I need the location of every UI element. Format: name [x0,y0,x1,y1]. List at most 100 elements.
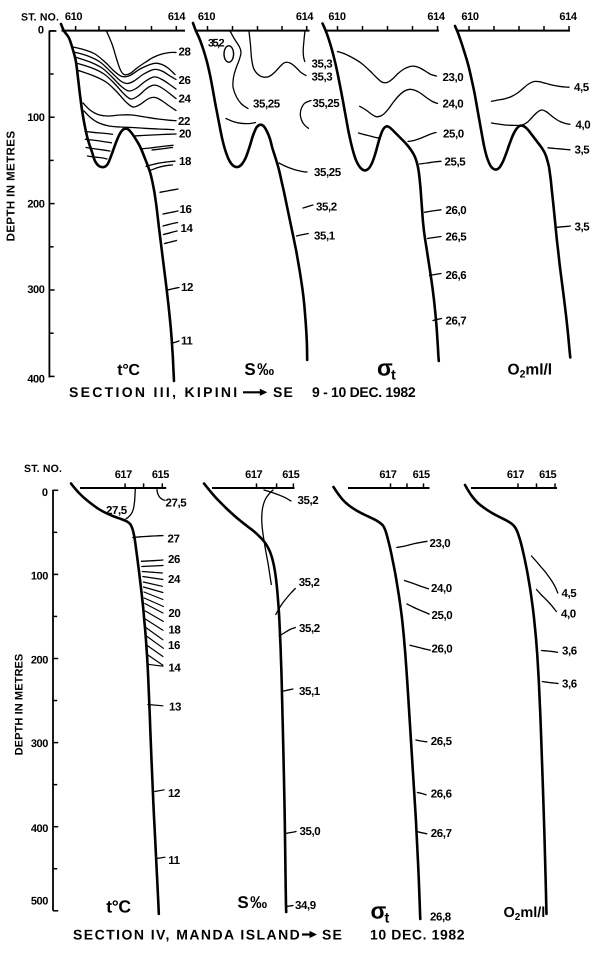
svg-text:DEPTH IN METRES: DEPTH IN METRES [13,654,25,756]
svg-text:26,5: 26,5 [431,736,453,748]
svg-text:610: 610 [328,11,345,23]
svg-text:25,0: 25,0 [432,610,453,622]
svg-text:200: 200 [31,654,48,666]
svg-text:S‰: S‰ [237,893,268,912]
svg-text:615: 615 [413,469,430,481]
svg-text:3,6: 3,6 [562,645,577,657]
svg-text:24,0: 24,0 [431,583,452,595]
svg-text:26,7: 26,7 [446,316,467,328]
svg-text:100: 100 [27,112,44,124]
svg-text:34,9: 34,9 [295,900,316,912]
svg-text:35,3: 35,3 [312,72,333,84]
svg-text:615: 615 [282,469,299,481]
svg-text:11: 11 [181,336,193,348]
svg-text:t: t [391,368,396,384]
svg-text:t°C: t°C [106,897,131,917]
svg-text:400: 400 [27,374,44,386]
svg-text:27,5: 27,5 [166,498,188,510]
svg-text:617: 617 [245,469,262,481]
svg-text:35,2: 35,2 [316,201,337,213]
svg-text:SECTION III, KIPINI: SECTION III, KIPINI [69,384,240,400]
svg-text:4,5: 4,5 [574,82,590,94]
svg-text:3,6: 3,6 [562,679,577,691]
svg-text:26,0: 26,0 [432,644,453,656]
svg-text:0: 0 [42,487,48,499]
svg-text:26: 26 [179,75,191,87]
svg-text:500: 500 [31,895,48,907]
svg-text:18: 18 [168,624,181,636]
svg-text:DEPTH IN METRES: DEPTH IN METRES [6,131,18,242]
svg-text:25,5: 25,5 [445,157,467,169]
svg-text:35,2: 35,2 [299,577,320,589]
svg-text:614: 614 [296,11,314,23]
svg-text:35,3: 35,3 [312,59,333,71]
svg-text:35,2: 35,2 [208,38,224,50]
svg-text:35,25: 35,25 [313,98,341,110]
svg-text:26,8: 26,8 [430,911,452,923]
svg-text:617: 617 [379,469,396,481]
svg-text:26: 26 [168,554,180,566]
svg-text:614: 614 [559,11,577,23]
svg-text:26,6: 26,6 [446,270,467,282]
svg-text:200: 200 [27,198,44,210]
svg-text:24,0: 24,0 [443,99,464,111]
svg-text:20: 20 [179,128,191,140]
svg-text:16: 16 [168,640,180,652]
svg-text:3,5: 3,5 [575,145,591,157]
svg-text:t°C: t°C [117,362,140,379]
svg-text:22: 22 [178,116,190,128]
svg-text:24: 24 [168,574,181,586]
svg-text:27: 27 [168,533,180,545]
svg-text:ST. NO.: ST. NO. [21,12,59,24]
svg-text:ST. NO.: ST. NO. [24,463,62,475]
svg-text:10 DEC. 1982: 10 DEC. 1982 [370,927,465,943]
svg-text:σ: σ [377,355,393,381]
svg-text:614: 614 [427,11,445,23]
svg-text:4,5: 4,5 [562,588,578,600]
svg-text:35,1: 35,1 [299,686,321,698]
svg-text:26,5: 26,5 [446,232,468,244]
svg-text:35,25: 35,25 [253,99,281,111]
svg-text:O2ml/l: O2ml/l [508,362,553,381]
svg-text:610: 610 [198,11,215,23]
svg-text:18: 18 [179,156,192,168]
svg-text:100: 100 [31,570,48,582]
svg-text:300: 300 [31,738,48,750]
svg-text:20: 20 [168,608,180,620]
svg-text:26,6: 26,6 [431,789,452,801]
svg-text:SE: SE [322,927,343,943]
svg-text:35,2: 35,2 [298,495,319,507]
svg-text:617: 617 [115,469,132,481]
svg-text:614: 614 [168,11,186,23]
svg-text:35,2: 35,2 [299,623,320,635]
svg-text:16: 16 [180,204,192,216]
svg-text:9 - 10 DEC. 1982: 9 - 10 DEC. 1982 [312,384,416,400]
svg-text:24: 24 [179,94,192,106]
svg-text:35,0: 35,0 [300,826,321,838]
svg-text:400: 400 [31,823,48,835]
svg-text:SE: SE [273,384,294,400]
svg-text:4,0: 4,0 [561,609,576,621]
svg-text:3,5: 3,5 [575,222,591,234]
svg-text:0: 0 [38,24,44,36]
svg-text:35,1: 35,1 [314,231,336,243]
svg-text:300: 300 [27,284,44,296]
svg-text:615: 615 [539,469,556,481]
svg-text:14: 14 [181,223,194,235]
svg-text:28: 28 [179,47,192,59]
svg-text:σ: σ [371,898,387,924]
svg-text:14: 14 [168,663,181,675]
svg-text:610: 610 [461,11,478,23]
svg-text:t: t [385,911,390,927]
svg-text:610: 610 [65,11,82,23]
svg-text:13: 13 [169,701,181,713]
svg-text:12: 12 [168,788,180,800]
svg-text:615: 615 [152,469,169,481]
svg-text:4,0: 4,0 [576,120,591,132]
svg-text:23,0: 23,0 [443,72,464,84]
svg-text:12: 12 [181,282,193,294]
svg-text:11: 11 [168,855,180,867]
svg-text:26,0: 26,0 [446,205,467,217]
svg-text:26,7: 26,7 [431,828,452,840]
svg-text:O2ml/l: O2ml/l [504,905,546,923]
